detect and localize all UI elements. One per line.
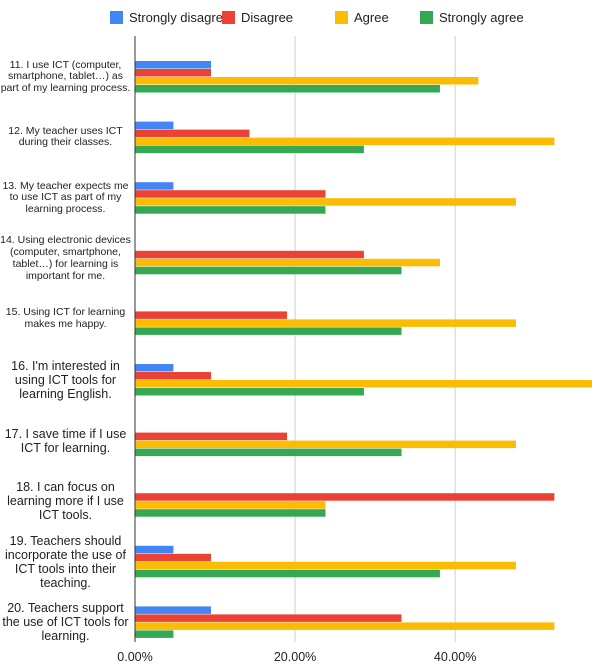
bar-strongly-agree-7 (135, 448, 402, 457)
bar-agree-3 (135, 198, 516, 206)
legend-swatch (420, 11, 433, 24)
legend-item-strongly-agree: Strongly agree (420, 10, 524, 25)
bar-strongly-agree-2 (135, 145, 364, 154)
bar-strongly-agree-6 (135, 388, 364, 396)
bar-disagree-9 (135, 553, 212, 562)
x-tick-label-1: 20.00% (273, 650, 317, 664)
bar-disagree-7 (135, 432, 288, 441)
bar-agree-9 (135, 561, 516, 570)
bar-agree-10 (135, 622, 555, 630)
bar-strongly-agree-8 (135, 509, 326, 517)
bar-agree-6 (135, 380, 592, 388)
bar-strongly-disagree-6 (135, 364, 174, 372)
chart-legend: Strongly disagree Disagree Agree Strongly a… (0, 6, 610, 30)
bar-strongly-disagree-1 (135, 61, 212, 69)
legend-item-disagree: Disagree (222, 10, 293, 25)
bar-agree-2 (135, 137, 555, 146)
bar-agree-4 (135, 258, 440, 267)
x-tick-label-0: 0.00% (117, 650, 153, 664)
x-tick-label-2: 40.00% (433, 650, 477, 664)
bar-strongly-agree-4 (135, 266, 402, 275)
bar-strongly-disagree-3 (135, 182, 174, 190)
category-label-1: 11. I use ICT (computer, smartphone, tab… (0, 58, 131, 94)
category-label-2: 12. My teacher uses ICT during their cla… (8, 124, 123, 149)
bar-disagree-8 (135, 493, 555, 501)
bar-strongly-agree-9 (135, 569, 440, 578)
legend-swatch (110, 11, 123, 24)
bar-strongly-agree-3 (135, 206, 326, 214)
category-label-4: 14. Using electronic devices (computer, … (0, 234, 131, 282)
bar-strongly-disagree-2 (135, 121, 174, 130)
category-label-5: 15. Using ICT for learning makes me happ… (5, 306, 126, 331)
bar-agree-8 (135, 501, 326, 509)
category-label-3: 13. My teacher expects me to use ICT as … (2, 179, 129, 216)
bar-disagree-10 (135, 614, 402, 622)
legend-item-strongly-disagree: Strongly disagree (110, 10, 230, 25)
legend-item-agree: Agree (335, 10, 389, 25)
legend-label: Agree (354, 10, 389, 25)
bar-disagree-1 (135, 69, 212, 77)
category-label-6: 16. I'm interested in using ICT tools fo… (11, 359, 120, 401)
bar-agree-1 (135, 77, 479, 85)
legend-swatch (335, 11, 348, 24)
bar-disagree-4 (135, 250, 364, 259)
category-label-9: 19. Teachers should incorporate the use … (5, 533, 126, 590)
bar-disagree-5 (135, 311, 288, 319)
bar-strongly-disagree-9 (135, 545, 174, 554)
bar-strongly-disagree-10 (135, 606, 212, 614)
bar-agree-7 (135, 440, 516, 449)
category-label-8: 18. I can focus on learning more if I us… (7, 480, 124, 523)
bar-disagree-2 (135, 129, 250, 138)
bar-strongly-agree-1 (135, 85, 440, 93)
bar-disagree-3 (135, 190, 326, 198)
legend-label: Disagree (241, 10, 294, 25)
legend-swatch (222, 11, 235, 24)
category-label-10: 20. Teachers support the use of ICT tool… (2, 601, 129, 644)
legend-label: Strongly agree (439, 10, 524, 25)
bar-strongly-agree-5 (135, 327, 402, 335)
bar-disagree-6 (135, 372, 212, 380)
legend-label: Strongly disagree (129, 10, 231, 25)
bar-agree-5 (135, 319, 516, 327)
category-label-7: 17. I save time if I use ICT for learnin… (4, 426, 127, 455)
bar-strongly-agree-10 (135, 630, 174, 638)
